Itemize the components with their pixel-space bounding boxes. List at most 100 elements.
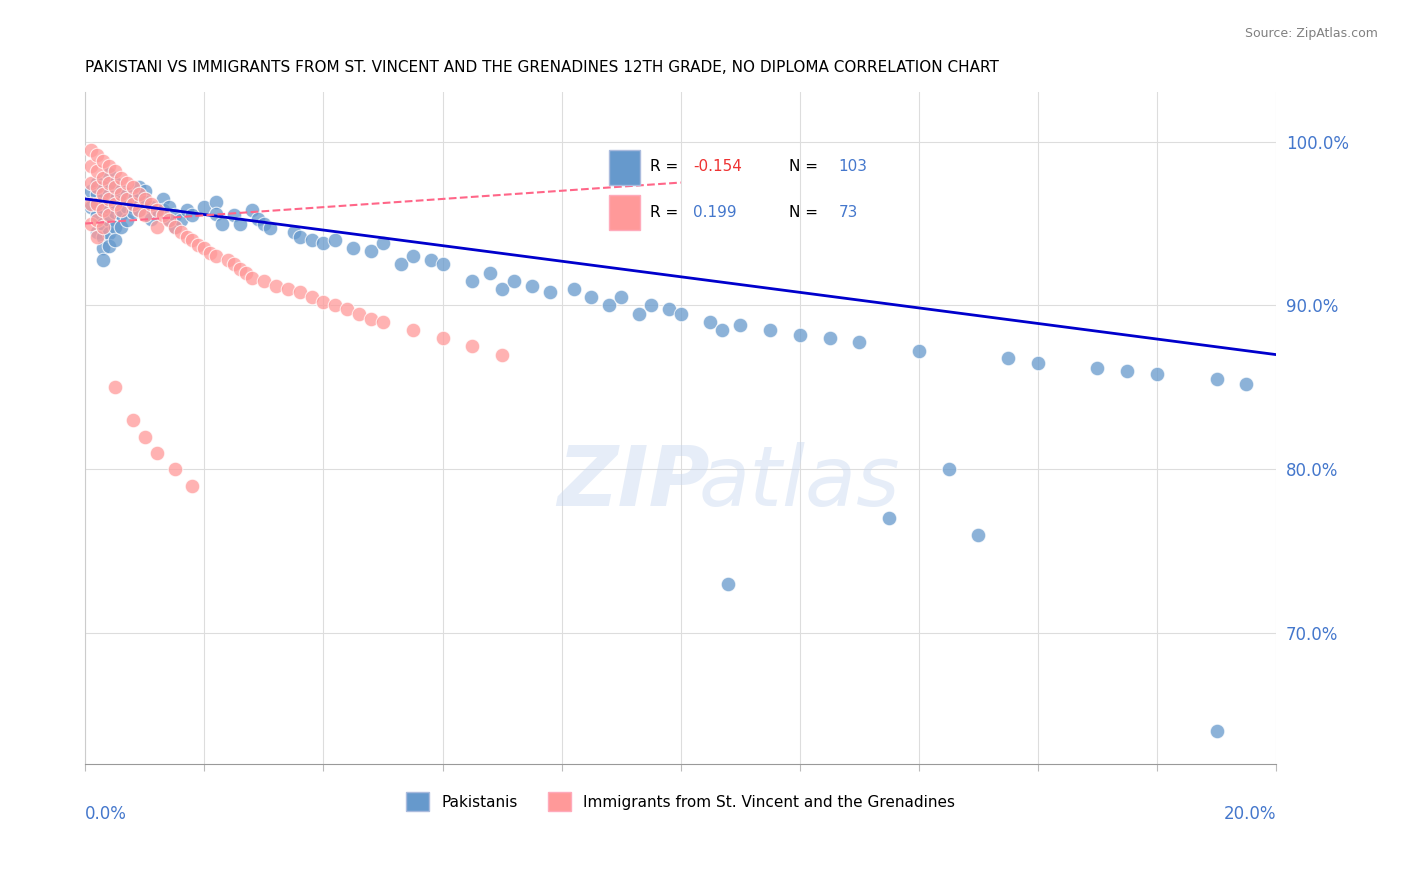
Point [1026,356,1049,370]
Point [122,192,145,206]
Point [908,344,931,359]
Point [402,323,425,337]
Point [246,211,269,226]
Point [200,246,222,260]
Point [145,446,167,460]
Point [115,192,138,206]
Point [205,249,228,263]
Point [104,233,127,247]
Point [98,184,121,198]
Point [169,213,191,227]
Point [80,159,103,173]
Point [1205,372,1227,386]
Point [104,219,127,234]
Legend: Pakistanis, Immigrants from St. Vincent and the Grenadines: Pakistanis, Immigrants from St. Vincent … [399,786,962,817]
Point [98,159,121,173]
Point [461,274,484,288]
Point [371,315,394,329]
Point [80,217,103,231]
Point [325,233,347,247]
Point [240,270,263,285]
Point [157,211,180,226]
Point [134,195,156,210]
Point [1234,377,1257,392]
Point [122,205,145,219]
Point [115,187,138,202]
Point [938,462,960,476]
Point [193,200,215,214]
Point [145,203,167,218]
Point [98,200,121,214]
Point [104,380,127,394]
Point [301,290,323,304]
Point [479,266,502,280]
Point [104,180,127,194]
Point [342,241,364,255]
Point [134,184,156,198]
Point [110,219,132,234]
Text: 0.0%: 0.0% [86,805,127,822]
Point [163,219,186,234]
Point [98,192,121,206]
Point [152,192,174,206]
Point [152,203,174,218]
Text: ZIP: ZIP [557,442,710,523]
Point [122,197,145,211]
Point [98,227,121,241]
Point [157,200,180,214]
Point [110,195,132,210]
Point [432,258,454,272]
Point [360,244,382,259]
Point [538,285,561,300]
Text: Source: ZipAtlas.com: Source: ZipAtlas.com [1244,27,1378,40]
Point [581,290,603,304]
Point [253,217,276,231]
Point [728,318,751,332]
Point [86,147,108,161]
Point [134,192,156,206]
Point [193,241,215,255]
Point [86,187,108,202]
Point [86,225,108,239]
Point [627,307,650,321]
Point [640,298,662,312]
Point [389,258,412,272]
Point [259,221,281,235]
Point [91,180,114,194]
Point [1146,368,1168,382]
Point [253,274,276,288]
Point [789,328,811,343]
Point [91,241,114,255]
Point [240,203,263,218]
Text: 20.0%: 20.0% [1223,805,1277,822]
Point [205,207,228,221]
Point [288,285,311,300]
Point [1087,360,1109,375]
Point [110,203,132,218]
Point [98,167,121,181]
Point [312,295,335,310]
Point [461,339,484,353]
Point [187,237,209,252]
Point [181,479,204,493]
Point [139,197,162,211]
Point [80,184,103,198]
Point [86,197,108,211]
Point [669,307,692,321]
Point [848,334,870,349]
Point [432,331,454,345]
Point [91,187,114,202]
Point [128,203,150,218]
Point [86,208,108,222]
Point [235,266,257,280]
Point [98,208,121,222]
Point [163,219,186,234]
Point [139,211,162,226]
Point [163,208,186,222]
Point [98,239,121,253]
Point [312,236,335,251]
Point [699,315,721,329]
Text: PAKISTANI VS IMMIGRANTS FROM ST. VINCENT AND THE GRENADINES 12TH GRADE, NO DIPLO: PAKISTANI VS IMMIGRANTS FROM ST. VINCENT… [86,60,1000,75]
Point [104,192,127,206]
Point [371,236,394,251]
